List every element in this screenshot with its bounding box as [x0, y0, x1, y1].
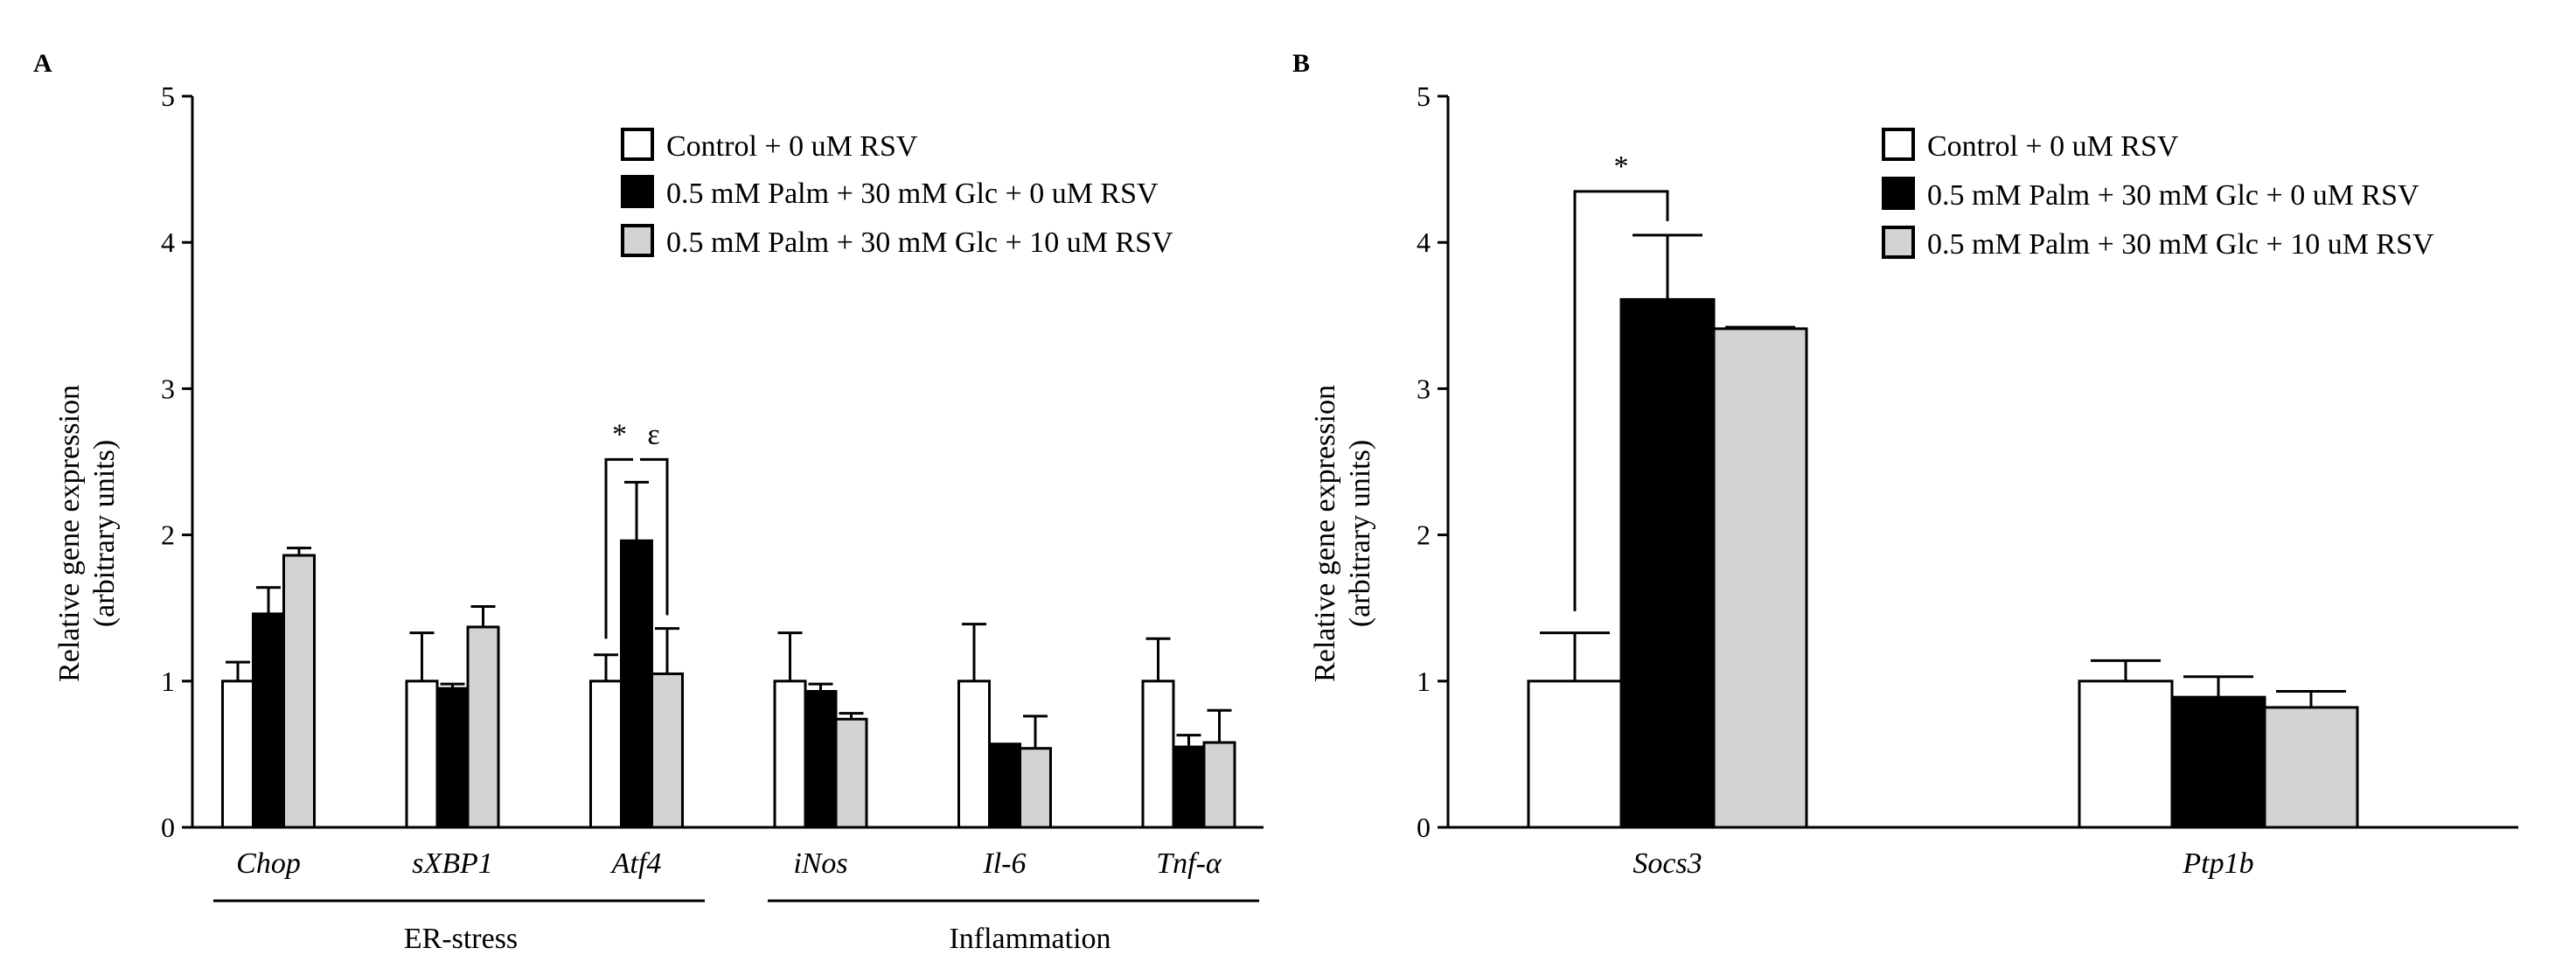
panel-b-bar-socs3-s0	[1527, 680, 1623, 829]
panel-b-significance-marker-1: *	[1614, 150, 1629, 183]
panel-a-ylabel-line2: (arbitrary units)	[88, 440, 121, 627]
panel-b-y-tick-label: 4	[1417, 227, 1431, 258]
panel-b-plot: 0 1 2 3 4 5 Socs3 Ptp1b *	[1417, 80, 2518, 880]
panel-a-y-tick-label: 4	[161, 227, 175, 258]
panel-b-ylabel-line2: (arbitrary units)	[1344, 440, 1376, 627]
panel-a-significance-marker-2: ε	[647, 418, 659, 450]
panel-a-significance-marker-1: *	[612, 418, 627, 450]
panel-a-x-tick-label-sxbp1: sXBP1	[412, 847, 493, 880]
panel-a-x-tick-label-chop: Chop	[236, 847, 301, 880]
panel-a-group-label-inflammation: Inflammation	[949, 923, 1110, 955]
panel-a-significance-bracket-2	[640, 457, 669, 616]
panel-a-bar-il-6-s0	[957, 680, 991, 829]
panel-b-bar-ptp1b-s0	[2078, 680, 2174, 829]
panel-a-x-tick-label-il-6: Il-6	[982, 847, 1026, 880]
panel-a-legend-label-palm-rsv: 0.5 mM Palm + 30 mM Glc + 10 uM RSV	[666, 227, 1173, 259]
panel-a-bar-tnf-s0	[1141, 680, 1175, 829]
panel-b-x-tick-label-socs3: Socs3	[1633, 847, 1702, 880]
panel-a-legend-swatch-palm-rsv	[621, 224, 654, 257]
panel-b-y-tick-label: 2	[1417, 519, 1431, 551]
panel-a-y-tick-label: 0	[161, 812, 175, 843]
panel-a-x-tick-label-tnf: Tnf-α	[1156, 847, 1222, 880]
panel-a-bar-sxbp1-s2	[466, 625, 500, 829]
panel-b-bar-socs3-s2	[1712, 327, 1808, 829]
panel-b-letter: B	[1292, 49, 1310, 78]
panel-a-group-label-er-stress: ER-stress	[404, 923, 518, 955]
panel-a-x-tick-label-inos: iNos	[793, 847, 847, 880]
panel-a-bar-atf4-s0	[589, 680, 623, 829]
panel-a-bar-sxbp1-s1	[435, 687, 470, 829]
panel-a-legend: Control + 0 uM RSV 0.5 mM Palm + 30 mM G…	[621, 128, 1173, 259]
panel-a-bar-inos-s2	[834, 717, 868, 829]
panel-b-ylabel-line1: Relative gene expression	[1309, 385, 1341, 682]
panel-a-legend-label-control: Control + 0 uM RSV	[666, 130, 918, 163]
panel-b-legend: Control + 0 uM RSV 0.5 mM Palm + 30 mM G…	[1882, 128, 2434, 261]
panel-a-y-tick-label: 1	[161, 666, 175, 697]
panel-a-bar-inos-s0	[773, 680, 807, 829]
panel-a-bar-il-6-s2	[1019, 747, 1052, 829]
panel-b-y-tick-label: 1	[1417, 666, 1431, 697]
panel-a-legend-swatch-control	[621, 128, 654, 161]
panel-b-y-tick-label: 0	[1417, 812, 1431, 843]
panel-b-x-tick-label-ptp1b: Ptp1b	[2182, 847, 2253, 880]
panel-a-bar-chop-s1	[252, 612, 285, 829]
panel-a-bar-sxbp1-s0	[405, 680, 439, 829]
panel-a-bar-tnf-s2	[1202, 741, 1236, 829]
panel-b-y-tick-label: 3	[1417, 373, 1431, 404]
panel-a-letter: A	[33, 49, 52, 78]
panel-b-bar-ptp1b-s1	[2170, 695, 2266, 829]
panel-a-bar-atf4-s2	[651, 672, 684, 829]
panel-a-x-tick-label-atf4: Atf4	[610, 847, 662, 880]
panel-a-bar-inos-s1	[804, 690, 838, 829]
panel-a-bar-chop-s0	[221, 680, 254, 829]
panel-a-bar-atf4-s1	[620, 539, 653, 829]
panel-b-significance-bracket-1	[1573, 190, 1669, 611]
panel-b-legend-label-palm: 0.5 mM Palm + 30 mM Glc + 0 uM RSV	[1927, 179, 2419, 212]
panel-b-legend-swatch-palm	[1882, 177, 1915, 210]
panel-a-significance-bracket-1	[604, 457, 633, 639]
panel-a-y-tick-label: 3	[161, 373, 175, 404]
panel-b-bar-ptp1b-s2	[2263, 706, 2359, 829]
panel-a-y-tick-label: 2	[161, 519, 175, 551]
panel-a-ylabel-line1: Relative gene expression	[53, 385, 86, 682]
panel-b-legend-swatch-palm-rsv	[1882, 226, 1915, 259]
panel-a-bar-tnf-s1	[1172, 745, 1206, 829]
panel-b-y-tick-label: 5	[1417, 80, 1431, 112]
panel-a-legend-swatch-palm	[621, 175, 654, 208]
panel-a-y-tick-label: 5	[161, 80, 175, 112]
panel-a-plot: 0 1 2 3 4 5 Chop sXBP1 Atf4 iNos Il-6 Tnf-α * ε	[161, 80, 1264, 903]
panel-b-legend-label-palm-rsv: 0.5 mM Palm + 30 mM Glc + 10 uM RSV	[1927, 228, 2434, 261]
panel-b-legend-swatch-control	[1882, 128, 1915, 161]
panel-a-bar-il-6-s1	[988, 742, 1021, 829]
panel-a-legend-label-palm: 0.5 mM Palm + 30 mM Glc + 0 uM RSV	[666, 178, 1159, 210]
panel-b-legend-label-control: Control + 0 uM RSV	[1927, 130, 2179, 163]
panel-b-bar-socs3-s1	[1619, 297, 1716, 829]
panel-a-bar-chop-s2	[282, 554, 316, 829]
